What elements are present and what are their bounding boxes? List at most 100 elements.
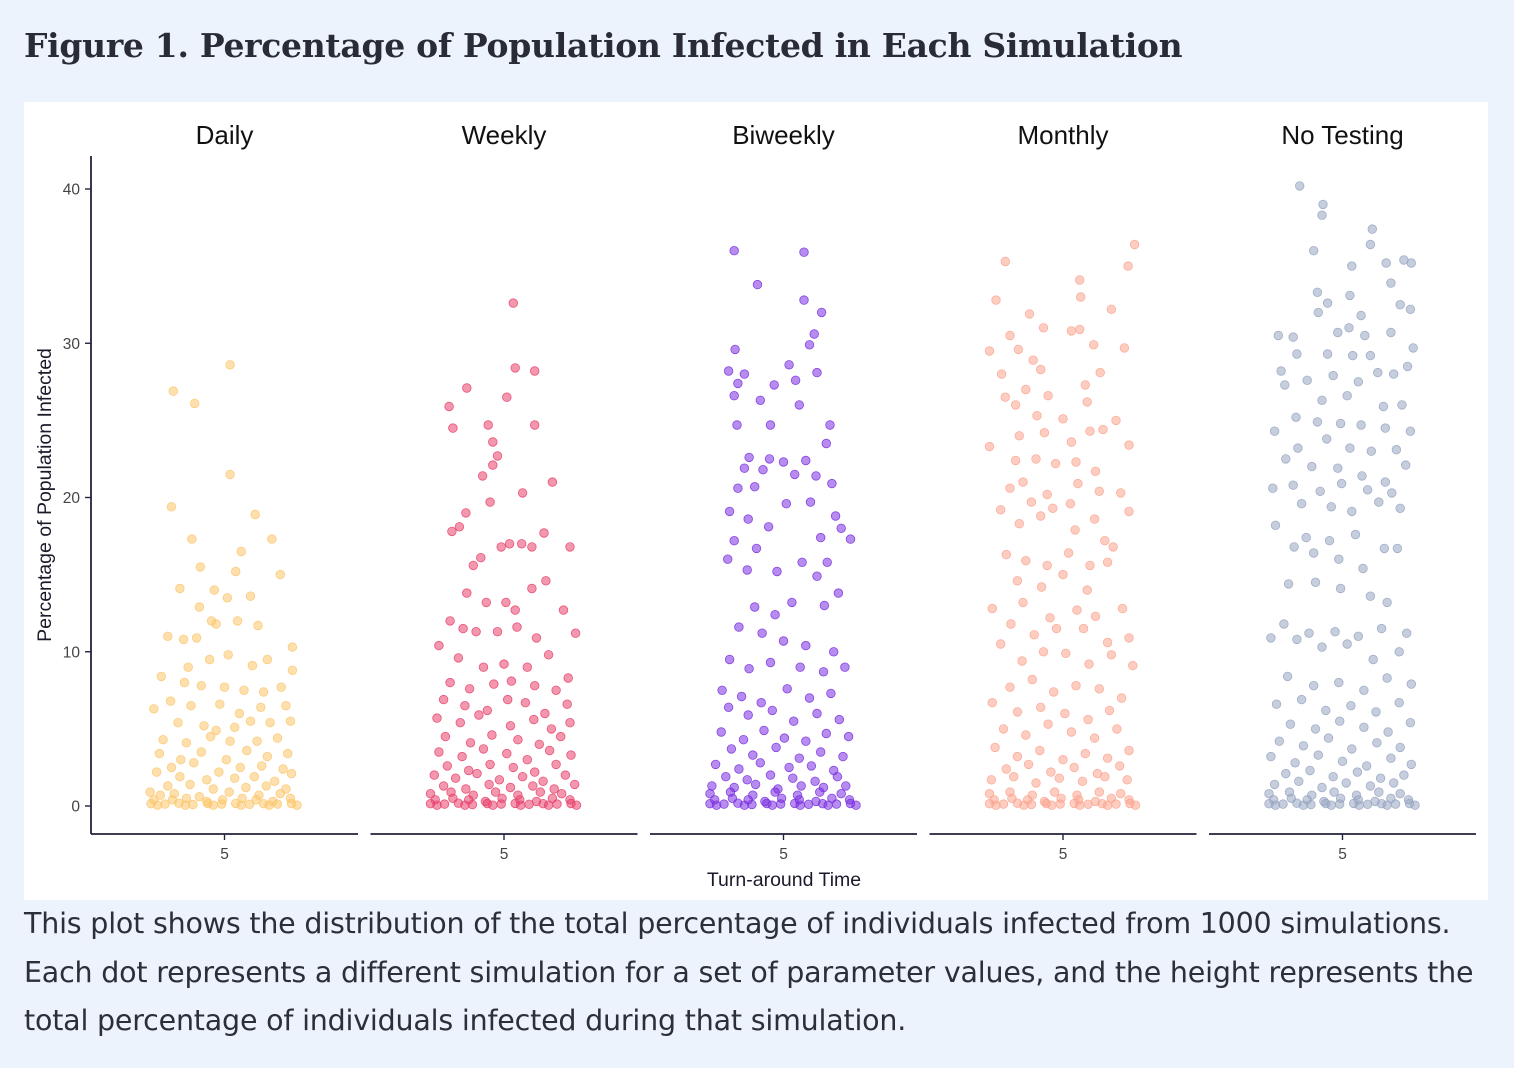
data-point bbox=[1365, 781, 1376, 791]
data-point bbox=[181, 738, 192, 748]
data-point bbox=[551, 759, 561, 770]
data-point bbox=[811, 471, 821, 481]
data-point bbox=[565, 542, 575, 552]
data-point bbox=[1280, 380, 1290, 390]
data-point bbox=[1128, 660, 1138, 671]
facet-label: Weekly bbox=[462, 120, 547, 150]
y-axis-title: Percentage of Population Infected bbox=[34, 348, 56, 642]
points bbox=[145, 360, 302, 810]
data-point bbox=[445, 616, 455, 626]
data-point bbox=[230, 566, 241, 577]
data-point bbox=[196, 681, 207, 691]
data-point bbox=[286, 768, 297, 779]
data-point bbox=[1050, 458, 1061, 469]
data-point bbox=[1130, 800, 1141, 810]
data-point bbox=[1032, 411, 1042, 421]
data-point bbox=[1094, 787, 1105, 797]
data-point bbox=[1362, 485, 1373, 495]
data-point bbox=[1346, 701, 1356, 711]
data-point bbox=[204, 654, 215, 665]
data-point bbox=[219, 682, 230, 692]
data-point bbox=[1035, 745, 1045, 756]
data-point bbox=[562, 699, 572, 709]
data-point bbox=[1395, 789, 1405, 799]
data-point bbox=[250, 509, 260, 520]
data-point bbox=[528, 781, 538, 791]
data-point bbox=[826, 688, 836, 699]
data-point bbox=[767, 705, 778, 716]
data-point bbox=[1106, 650, 1117, 660]
data-point bbox=[1345, 443, 1355, 453]
data-point bbox=[513, 735, 523, 745]
data-point bbox=[175, 772, 185, 782]
data-point bbox=[734, 622, 744, 632]
data-point bbox=[477, 471, 488, 481]
data-point bbox=[1088, 340, 1099, 350]
data-point bbox=[1010, 400, 1021, 410]
data-point bbox=[1266, 633, 1276, 643]
data-point bbox=[756, 698, 766, 708]
data-point bbox=[763, 522, 774, 532]
data-point bbox=[733, 483, 743, 493]
data-point bbox=[795, 800, 805, 810]
data-point bbox=[189, 758, 199, 768]
data-point bbox=[462, 383, 472, 393]
data-point bbox=[1334, 716, 1345, 726]
data-point bbox=[503, 694, 513, 705]
data-point bbox=[1321, 705, 1331, 716]
data-point bbox=[1382, 597, 1392, 608]
data-point bbox=[1336, 478, 1347, 489]
facet-label: No Testing bbox=[1281, 120, 1403, 150]
data-point bbox=[1124, 440, 1134, 450]
data-point bbox=[429, 770, 440, 780]
data-point bbox=[1334, 677, 1344, 688]
data-point bbox=[1281, 768, 1291, 779]
data-point bbox=[779, 733, 790, 743]
data-point bbox=[438, 694, 449, 705]
data-point bbox=[261, 781, 272, 791]
data-point bbox=[236, 546, 246, 557]
data-point bbox=[558, 605, 569, 615]
data-point bbox=[490, 787, 501, 797]
data-point bbox=[1000, 392, 1011, 402]
data-point bbox=[156, 671, 167, 682]
data-point bbox=[724, 654, 735, 665]
data-point bbox=[165, 696, 176, 706]
points bbox=[425, 298, 582, 810]
data-point bbox=[487, 730, 497, 740]
data-point bbox=[1012, 576, 1023, 586]
data-point bbox=[242, 745, 252, 756]
data-point bbox=[222, 593, 233, 603]
data-point bbox=[1305, 765, 1315, 776]
data-point bbox=[1010, 455, 1021, 466]
data-point bbox=[474, 710, 484, 720]
data-point bbox=[560, 770, 571, 780]
data-point bbox=[444, 401, 454, 412]
data-point bbox=[256, 702, 266, 713]
data-point bbox=[506, 676, 517, 686]
data-point bbox=[1089, 514, 1100, 524]
data-point bbox=[216, 799, 227, 809]
data-point bbox=[468, 560, 479, 571]
data-point bbox=[827, 478, 837, 489]
data-point bbox=[565, 718, 575, 728]
data-point bbox=[1029, 630, 1039, 640]
data-point bbox=[225, 736, 235, 746]
data-point bbox=[517, 539, 527, 549]
data-point bbox=[1390, 799, 1401, 809]
data-point bbox=[730, 344, 740, 355]
data-point bbox=[267, 534, 277, 544]
data-point bbox=[1298, 800, 1309, 810]
x-tick-label: 5 bbox=[220, 846, 229, 863]
y-tick-label: 20 bbox=[63, 490, 81, 507]
data-point bbox=[502, 392, 512, 402]
data-point bbox=[816, 747, 826, 757]
data-point bbox=[1048, 503, 1058, 514]
data-point bbox=[215, 699, 225, 709]
figure-title: Figure 1. Percentage of Population Infec… bbox=[24, 26, 1183, 65]
data-point bbox=[801, 455, 811, 466]
data-point bbox=[570, 779, 580, 790]
data-point bbox=[517, 772, 528, 782]
data-point bbox=[1021, 730, 1031, 740]
data-point bbox=[1317, 642, 1327, 652]
